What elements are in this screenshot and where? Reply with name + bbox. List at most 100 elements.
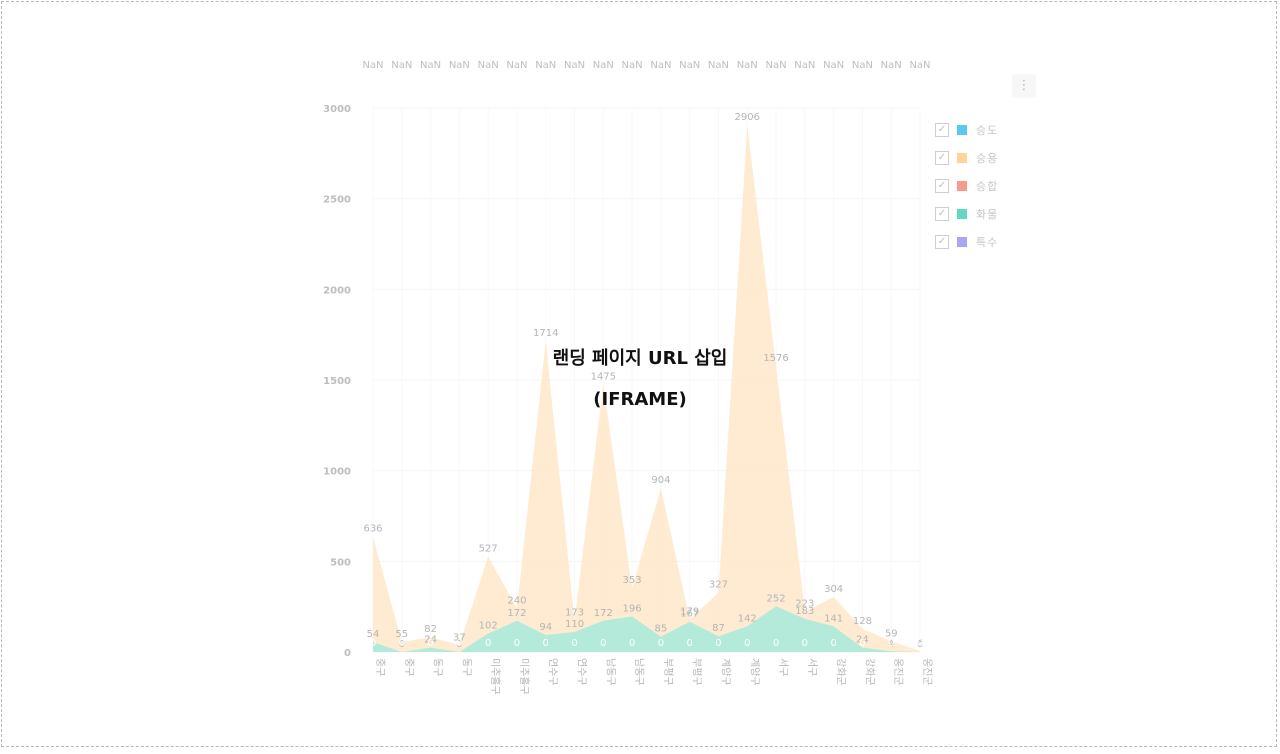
x-tick-label: 강화군 [835, 658, 847, 686]
x-tick-label: 연수구 [576, 658, 588, 686]
checkbox-icon[interactable]: ✓ [935, 151, 949, 165]
top-tick-label: NaN [881, 60, 902, 71]
checkbox-icon[interactable]: ✓ [935, 235, 949, 249]
x-tick-label: 서구 [777, 658, 789, 676]
x-tick-label: 옹진군 [892, 658, 904, 686]
data-label: 0 [456, 639, 462, 650]
data-label: 55 [395, 629, 408, 640]
data-label: 1714 [533, 328, 558, 339]
placeholder-subtitle: (IFRAME) [593, 389, 687, 410]
placeholder-title: 랜딩 페이지 URL 삽입 [552, 348, 728, 369]
data-label: 1576 [763, 353, 788, 364]
legend-item-4[interactable]: ✓ 특수 [935, 228, 998, 256]
series-area-화물 [373, 606, 920, 652]
y-tick-label: 2000 [323, 285, 351, 296]
data-label: 4 [888, 638, 894, 649]
top-tick-label: NaN [708, 60, 729, 71]
data-label: 240 [507, 595, 526, 606]
data-label: 59 [885, 628, 898, 639]
legend-item-1[interactable]: ✓ 승용 [935, 144, 998, 172]
legend-label: 화물 [976, 208, 999, 221]
top-tick-label: NaN [909, 60, 930, 71]
data-label: 24 [856, 635, 869, 646]
legend-item-0[interactable]: ✓ 승도 [935, 116, 998, 144]
top-tick-label: NaN [593, 60, 614, 71]
data-label: 223 [795, 599, 814, 610]
data-label: 2906 [735, 112, 760, 123]
x-tick-label: 중구 [374, 658, 386, 676]
checkbox-icon[interactable]: ✓ [935, 123, 949, 137]
top-tick-label: NaN [420, 60, 441, 71]
zero-label: 0 [658, 638, 664, 649]
y-tick-label: 500 [330, 557, 351, 568]
zero-label: 0 [571, 638, 577, 649]
top-tick-label: NaN [391, 60, 412, 71]
data-label: 142 [738, 613, 757, 624]
zero-label: 0 [830, 638, 836, 649]
zero-label: 0 [802, 638, 808, 649]
legend-swatch [957, 209, 967, 219]
data-label: 0 [399, 639, 405, 650]
zero-label: 0 [686, 638, 692, 649]
y-tick-label: 2500 [323, 195, 351, 206]
data-label: 110 [565, 619, 584, 630]
iframe-placeholder-label: 랜딩 페이지 URL 삽입 (IFRAME) [0, 338, 1280, 420]
data-label: 94 [539, 622, 552, 633]
data-label: 904 [651, 475, 670, 486]
series-area-승용 [373, 125, 920, 652]
legend-label: 승용 [976, 152, 999, 165]
top-tick-label: NaN [766, 60, 787, 71]
data-label: 172 [594, 608, 613, 619]
zero-label: 0 [744, 638, 750, 649]
x-tick-label: 연수구 [547, 658, 559, 686]
data-label: 102 [479, 621, 498, 632]
data-label: 37 [453, 632, 466, 643]
top-tick-label: NaN [622, 60, 643, 71]
zero-label: 0 [485, 638, 491, 649]
legend-item-3[interactable]: ✓ 화물 [935, 200, 998, 228]
legend-label: 승도 [976, 124, 999, 137]
data-label: 0 [917, 639, 923, 650]
x-tick-label: 계양구 [748, 658, 760, 686]
checkbox-icon[interactable]: ✓ [935, 207, 949, 221]
y-tick-label: 3000 [323, 104, 351, 115]
zero-label: 0 [888, 638, 894, 649]
data-label: 179 [680, 607, 699, 618]
top-tick-label: NaN [449, 60, 470, 71]
top-tick-label: NaN [564, 60, 585, 71]
data-label: 24 [424, 635, 437, 646]
data-label: 196 [623, 603, 642, 614]
x-tick-label: 부평구 [691, 658, 703, 686]
data-label: 167 [680, 609, 699, 620]
x-tick-label: 남동구 [633, 658, 645, 686]
top-tick-label: NaN [478, 60, 499, 71]
x-tick-label: 부평구 [662, 658, 674, 686]
data-label: 252 [767, 593, 786, 604]
legend-swatch [957, 237, 967, 247]
x-tick-label: 미추홀구 [489, 658, 502, 695]
chart-legend: ✓ 승도 ✓ 승용 ✓ 승합 ✓ 화물 ✓ 특수 [935, 116, 998, 256]
top-tick-label: NaN [794, 60, 815, 71]
zero-label: 0 [514, 638, 520, 649]
data-label: 141 [824, 613, 843, 624]
data-label: 87 [712, 623, 725, 634]
data-label: 183 [795, 606, 814, 617]
top-tick-label: NaN [679, 60, 700, 71]
y-tick-label: 1500 [323, 376, 351, 387]
data-label: 636 [363, 524, 382, 535]
zero-label: 0 [859, 638, 865, 649]
legend-item-2[interactable]: ✓ 승합 [935, 172, 998, 200]
checkbox-icon[interactable]: ✓ [935, 179, 949, 193]
chart-menu-button[interactable]: ⋮ [1012, 74, 1036, 98]
data-label: 304 [824, 584, 843, 595]
legend-swatch [957, 181, 967, 191]
x-tick-label: 계양구 [719, 658, 731, 686]
legend-swatch [957, 153, 967, 163]
data-label: 6 [917, 638, 923, 649]
zero-label: 0 [600, 638, 606, 649]
zero-label: 0 [629, 638, 635, 649]
legend-label: 승합 [976, 180, 999, 193]
